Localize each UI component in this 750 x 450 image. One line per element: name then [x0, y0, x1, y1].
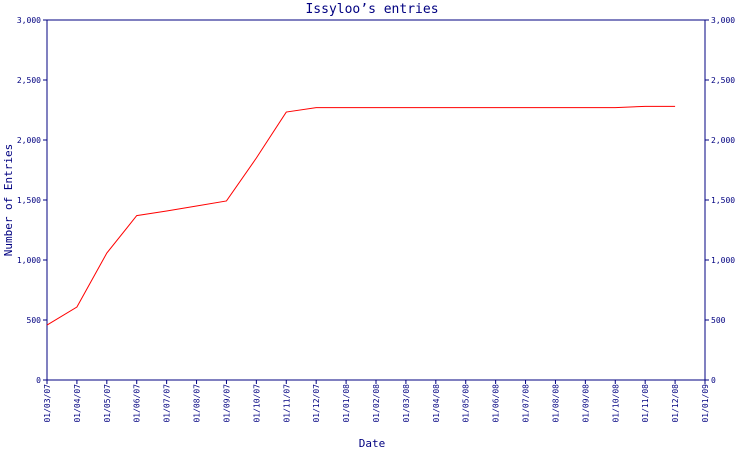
y2-tick-label: 2,000	[711, 136, 735, 145]
x-tick-label: 01/10/08	[611, 384, 620, 423]
y2-tick-label: 500	[711, 316, 726, 325]
y-tick-label: 2,500	[17, 76, 41, 85]
y-tick-label: 500	[27, 316, 42, 325]
chart-title: Issyloo’s entries	[305, 2, 438, 17]
x-axis-title: Date	[359, 437, 386, 450]
x-tick-label: 01/12/08	[671, 384, 680, 423]
x-tick-label: 01/05/07	[103, 384, 112, 423]
y-tick-label: 0	[36, 376, 41, 385]
y2-tick-label: 2,500	[711, 76, 735, 85]
y-axis-title: Number of Entries	[2, 144, 15, 257]
x-tick-label: 01/06/07	[133, 384, 142, 423]
x-tick-label: 01/10/07	[252, 384, 261, 423]
x-tick-label: 01/09/08	[581, 384, 590, 423]
x-tick-label: 01/01/09	[701, 384, 710, 423]
x-tick-label: 01/06/08	[492, 384, 501, 423]
x-tick-label: 01/03/08	[402, 384, 411, 423]
line	[46, 105, 676, 326]
x-tick-label: 01/04/08	[432, 384, 441, 423]
y-tick-label: 1,000	[17, 256, 41, 265]
x-tick-label: 01/11/08	[641, 384, 650, 423]
x-tick-label: 01/12/07	[312, 384, 321, 423]
y2-tick-label: 1,000	[711, 256, 735, 265]
x-tick-label: 01/08/08	[551, 384, 560, 423]
x-tick-label: 01/07/08	[522, 384, 531, 423]
x-tick-label: 01/03/07	[43, 384, 52, 423]
y2-tick-label: 3,000	[711, 16, 735, 25]
y2-tick-label: 0	[711, 376, 716, 385]
y-tick-label: 3,000	[17, 16, 41, 25]
x-tick-label: 01/08/07	[193, 384, 202, 423]
x-tick-label: 01/11/07	[282, 384, 291, 423]
y2-tick-label: 1,500	[711, 196, 735, 205]
y-tick-label: 1,500	[17, 196, 41, 205]
x-tick-label: 01/09/07	[222, 384, 231, 423]
x-tick-label: 01/02/08	[372, 384, 381, 423]
y-tick-label: 2,000	[17, 136, 41, 145]
x-tick-label: 01/04/07	[73, 384, 82, 423]
x-tick-label: 01/01/08	[342, 384, 351, 423]
plot-frame	[46, 19, 706, 381]
x-tick-label: 01/07/07	[163, 384, 172, 423]
x-tick-label: 01/05/08	[462, 384, 471, 423]
